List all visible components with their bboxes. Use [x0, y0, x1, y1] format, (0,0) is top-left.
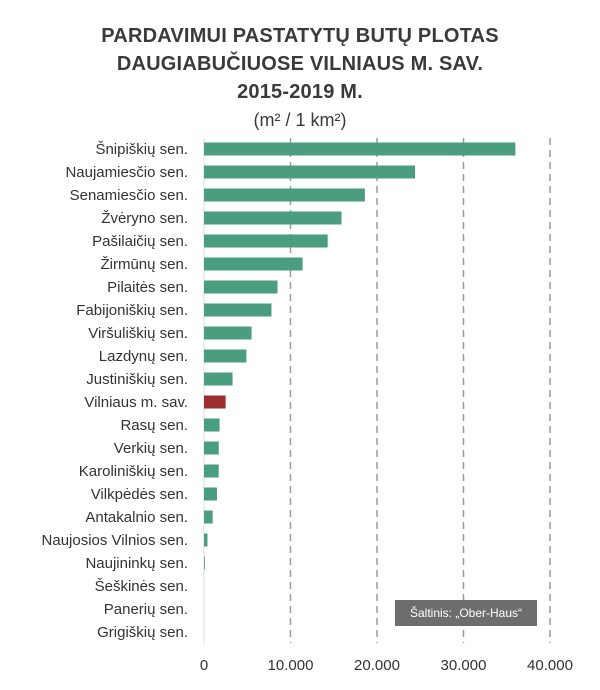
bar-9: [204, 349, 247, 363]
category-label-20: Panerių sen.: [104, 601, 188, 618]
category-label-12: Rasų sen.: [120, 417, 188, 434]
category-label-13: Verkių sen.: [114, 440, 188, 457]
bar-13: [204, 441, 219, 455]
category-label-6: Pilaitės sen.: [107, 279, 188, 296]
category-label-21: Grigiškių sen.: [97, 624, 188, 641]
bar-0: [204, 142, 516, 156]
category-label-3: Žvėryno sen.: [101, 210, 188, 227]
x-tick-label-2: 20.000: [354, 657, 400, 674]
bar-14: [204, 464, 219, 478]
category-label-18: Naujininkų sen.: [85, 555, 188, 572]
x-tick-label-4: 40.000: [527, 657, 573, 674]
category-label-0: Šnipiškių sen.: [95, 141, 188, 158]
bar-11: [204, 395, 226, 409]
bar-6: [204, 280, 278, 294]
category-label-8: Viršuliškių sen.: [88, 325, 188, 342]
category-label-5: Žirmūnų sen.: [100, 256, 188, 273]
category-label-16: Antakalnio sen.: [85, 509, 188, 526]
unit-label: (m² / 1 km²): [253, 110, 347, 130]
bar-16: [204, 510, 213, 524]
category-label-14: Karoliniškių sen.: [79, 463, 188, 480]
title-line-1: PARDAVIMUI PASTATYTŲ BUTŲ PLOTAS: [101, 25, 499, 47]
source-note: Šaltinis: „Ober-Haus“: [395, 600, 537, 626]
x-tick-label-0: 0: [200, 657, 208, 674]
title-line-2: DAUGIABUČIUOSE VILNIAUS M. SAV.: [116, 53, 484, 75]
bar-12: [204, 418, 220, 432]
bar-8: [204, 326, 252, 340]
title-line-3: 2015-2019 M.: [237, 81, 363, 103]
category-label-10: Justiniškių sen.: [86, 371, 188, 388]
bar-5: [204, 257, 303, 271]
category-label-17: Naujosios Vilnios sen.: [42, 532, 188, 549]
bar-17: [204, 533, 208, 547]
x-tick-label-3: 30.000: [441, 657, 487, 674]
bar-4: [204, 234, 328, 248]
category-label-4: Pašilaičių sen.: [92, 233, 188, 250]
bar-3: [204, 211, 342, 225]
category-label-1: Naujamiesčio sen.: [65, 164, 188, 181]
category-label-19: Šeškinės sen.: [95, 578, 188, 595]
bar-7: [204, 303, 272, 317]
category-label-11: Vilniaus m. sav.: [84, 394, 188, 411]
x-tick-label-1: 10.000: [268, 657, 314, 674]
bar-10: [204, 372, 233, 386]
category-label-9: Lazdynų sen.: [99, 348, 188, 365]
category-label-15: Vilkpėdės sen.: [91, 486, 188, 503]
bar-1: [204, 165, 416, 179]
category-label-7: Fabijoniškių sen.: [76, 302, 188, 319]
bar-2: [204, 188, 365, 202]
bar-18: [204, 556, 205, 570]
bar-15: [204, 487, 217, 501]
chart-title: PARDAVIMUI PASTATYTŲ BUTŲ PLOTAS DAUGIAB…: [0, 22, 600, 132]
category-label-2: Senamiesčio sen.: [70, 187, 188, 204]
